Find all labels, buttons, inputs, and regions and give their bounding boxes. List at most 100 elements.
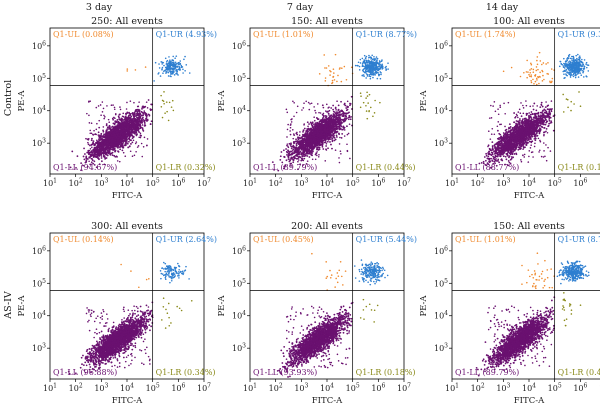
event-point — [374, 67, 377, 70]
row-label-as-iv: AS-IV — [3, 291, 14, 320]
event-point — [325, 145, 328, 147]
event-point — [339, 110, 342, 113]
event-point — [97, 143, 100, 146]
event-point — [373, 59, 376, 62]
event-point — [341, 113, 344, 115]
event-point — [93, 160, 96, 163]
event-point — [371, 54, 374, 57]
event-point — [136, 133, 138, 135]
event-point — [331, 79, 334, 82]
y-tick-label: 103 — [32, 138, 46, 149]
event-point — [103, 133, 105, 136]
event-point — [372, 63, 374, 66]
event-point — [106, 140, 109, 143]
event-point — [317, 137, 319, 139]
event-point — [112, 128, 115, 131]
event-point — [120, 131, 123, 134]
event-point — [172, 55, 175, 58]
event-point — [114, 149, 117, 152]
event-point — [137, 130, 140, 132]
event-point — [171, 99, 174, 102]
event-point — [364, 57, 367, 60]
event-point — [320, 122, 323, 125]
event-point — [137, 116, 140, 119]
y-tick-label: 104 — [232, 105, 246, 116]
event-point — [131, 120, 134, 123]
event-point — [338, 143, 341, 145]
event-point — [188, 72, 191, 74]
y-axis-label: PE-A — [17, 90, 27, 112]
event-point — [368, 109, 370, 112]
event-point — [98, 136, 101, 139]
event-point — [369, 64, 371, 66]
event-point — [305, 100, 307, 103]
event-point — [320, 125, 323, 128]
event-point — [371, 68, 374, 70]
event-point — [96, 153, 99, 156]
event-point — [133, 132, 136, 135]
event-point — [113, 122, 116, 125]
event-point — [104, 153, 107, 155]
event-point — [316, 129, 319, 132]
event-point — [306, 121, 309, 124]
event-point — [323, 124, 325, 127]
event-point — [103, 152, 106, 154]
event-point — [130, 132, 133, 134]
event-point — [380, 60, 383, 63]
event-point — [88, 160, 90, 163]
event-point — [110, 104, 113, 106]
event-point — [131, 125, 134, 128]
x-tick-label: 106 — [171, 178, 185, 189]
event-point — [161, 99, 164, 102]
event-point — [287, 146, 290, 149]
event-point — [321, 141, 324, 144]
event-point — [303, 153, 306, 156]
panel-title: 100: All events — [493, 16, 565, 27]
event-point — [280, 151, 283, 153]
event-point — [313, 119, 316, 122]
event-point — [359, 92, 362, 95]
event-point — [375, 72, 377, 75]
event-point — [335, 126, 338, 129]
event-point — [101, 144, 104, 147]
event-point — [290, 153, 293, 156]
event-point — [147, 113, 150, 116]
event-point — [505, 158, 508, 161]
event-point — [350, 66, 353, 69]
event-point — [307, 134, 310, 136]
event-point — [144, 66, 147, 68]
event-point — [301, 143, 304, 146]
event-point — [150, 103, 153, 106]
event-point — [324, 141, 327, 144]
event-point — [347, 118, 350, 121]
event-point — [315, 140, 317, 143]
event-point — [321, 145, 324, 148]
event-point — [116, 119, 119, 121]
event-point — [314, 128, 316, 131]
event-point — [98, 119, 101, 122]
event-point — [121, 121, 124, 124]
event-point — [163, 64, 165, 67]
event-points — [478, 51, 590, 169]
event-point — [94, 147, 96, 149]
event-point — [338, 68, 341, 70]
event-point — [126, 125, 129, 128]
plot-frame — [249, 27, 405, 175]
event-point — [108, 147, 110, 149]
event-point — [114, 141, 117, 144]
event-point — [146, 116, 148, 118]
event-point — [118, 122, 121, 125]
event-point — [164, 66, 167, 69]
event-point — [118, 116, 120, 119]
event-point — [145, 101, 148, 103]
event-point — [120, 141, 123, 144]
event-point — [176, 65, 179, 68]
event-point — [131, 155, 134, 158]
event-point — [346, 117, 348, 120]
event-point — [325, 118, 327, 121]
event-point — [330, 114, 332, 117]
event-point — [88, 114, 90, 117]
event-point — [301, 155, 304, 158]
event-point — [365, 64, 368, 66]
